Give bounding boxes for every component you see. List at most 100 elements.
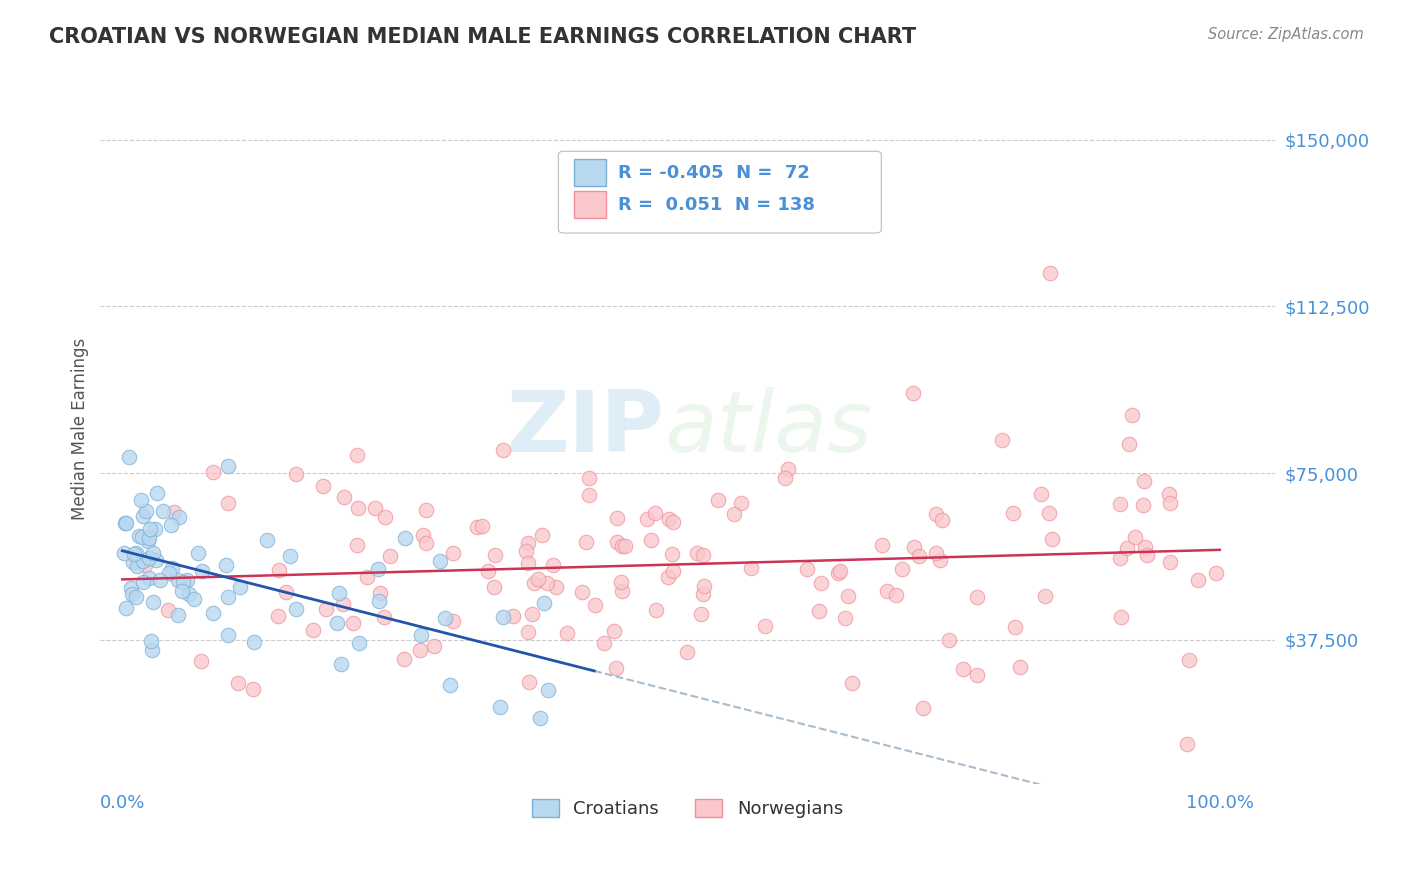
- Point: [903, 540, 925, 554]
- Point: [128, 528, 150, 542]
- Point: [1008, 660, 1031, 674]
- Point: [685, 545, 707, 559]
- Point: [1109, 610, 1132, 624]
- Point: [515, 543, 537, 558]
- Point: [516, 536, 538, 550]
- Point: [121, 587, 143, 601]
- Point: [139, 522, 162, 536]
- Point: [429, 554, 451, 568]
- Point: [585, 599, 607, 613]
- Point: [754, 618, 776, 632]
- Point: [662, 515, 685, 529]
- Point: [1205, 566, 1227, 581]
- Point: [1040, 532, 1063, 546]
- Point: [520, 607, 543, 621]
- Point: [138, 531, 160, 545]
- Y-axis label: Median Male Earnings: Median Male Earnings: [72, 337, 89, 520]
- Point: [157, 566, 180, 580]
- Point: [1187, 573, 1209, 587]
- Point: [614, 539, 637, 553]
- Point: [489, 700, 512, 714]
- Point: [172, 575, 194, 590]
- Point: [465, 519, 488, 533]
- Legend: Croatians, Norwegians: Croatians, Norwegians: [524, 791, 851, 825]
- Point: [138, 571, 160, 585]
- Point: [325, 615, 347, 630]
- Point: [810, 576, 832, 591]
- Point: [274, 585, 297, 599]
- Point: [1133, 540, 1156, 554]
- Point: [644, 603, 666, 617]
- Point: [537, 682, 560, 697]
- Point: [226, 676, 249, 690]
- Point: [658, 511, 681, 525]
- Point: [644, 507, 666, 521]
- Point: [689, 607, 711, 622]
- Point: [1039, 266, 1062, 280]
- Point: [433, 611, 456, 625]
- Point: [243, 635, 266, 649]
- Point: [136, 534, 159, 549]
- Point: [394, 531, 416, 545]
- Point: [373, 610, 395, 624]
- Point: [523, 575, 546, 590]
- Point: [152, 504, 174, 518]
- Point: [368, 586, 391, 600]
- Point: [160, 517, 183, 532]
- Point: [828, 564, 851, 578]
- Point: [142, 595, 165, 609]
- Point: [571, 585, 593, 599]
- Point: [776, 462, 799, 476]
- Point: [1001, 506, 1024, 520]
- Point: [267, 609, 290, 624]
- Point: [176, 573, 198, 587]
- Point: [242, 681, 264, 696]
- Point: [477, 564, 499, 578]
- Point: [312, 479, 335, 493]
- Point: [706, 492, 728, 507]
- Point: [796, 562, 818, 576]
- Point: [966, 668, 988, 682]
- Point: [125, 590, 148, 604]
- Point: [575, 535, 598, 549]
- Point: [183, 591, 205, 606]
- Point: [533, 596, 555, 610]
- Point: [1123, 530, 1146, 544]
- Point: [201, 606, 224, 620]
- Point: [160, 561, 183, 575]
- Point: [217, 627, 239, 641]
- Point: [412, 528, 434, 542]
- Point: [578, 471, 600, 485]
- Point: [640, 533, 662, 548]
- Point: [807, 604, 830, 618]
- Point: [740, 561, 762, 575]
- Point: [952, 661, 974, 675]
- Point: [834, 611, 856, 625]
- Point: [966, 590, 988, 604]
- Point: [121, 556, 143, 570]
- Point: [149, 574, 172, 588]
- Point: [605, 661, 627, 675]
- Point: [330, 657, 353, 671]
- Point: [167, 510, 190, 524]
- Point: [1178, 652, 1201, 666]
- Point: [593, 636, 616, 650]
- Point: [328, 586, 350, 600]
- Point: [578, 488, 600, 502]
- Text: atlas: atlas: [664, 387, 872, 470]
- Point: [1108, 497, 1130, 511]
- Point: [870, 538, 893, 552]
- Point: [441, 614, 464, 628]
- Point: [346, 448, 368, 462]
- Point: [662, 565, 685, 579]
- Point: [555, 626, 578, 640]
- Point: [191, 564, 214, 578]
- Point: [131, 530, 153, 544]
- Point: [610, 540, 633, 554]
- Point: [392, 651, 415, 665]
- Point: [284, 602, 307, 616]
- Point: [543, 558, 565, 573]
- Point: [1118, 437, 1140, 451]
- Point: [374, 509, 396, 524]
- Text: CROATIAN VS NORWEGIAN MEDIAN MALE EARNINGS CORRELATION CHART: CROATIAN VS NORWEGIAN MEDIAN MALE EARNIN…: [49, 27, 917, 46]
